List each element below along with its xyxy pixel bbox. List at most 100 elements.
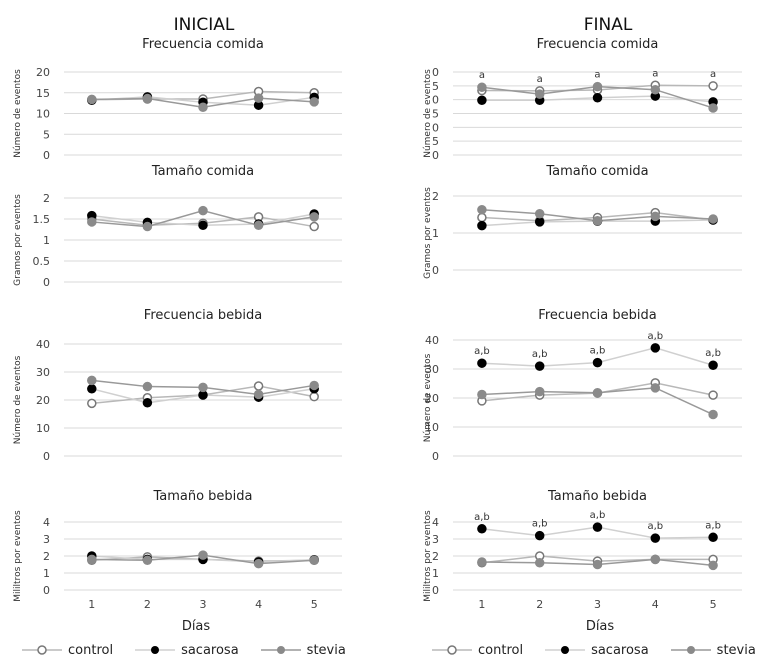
y-axis-label: Número de eventos: [423, 353, 433, 442]
x-tick-label: 1: [88, 598, 95, 611]
chart-title: Tamaño bebida: [547, 489, 647, 504]
data-point-sacarosa: [592, 357, 603, 368]
significance-label: a,b: [705, 520, 721, 531]
y-tick-label: 0: [43, 450, 50, 463]
y-tick-label: 1.5: [33, 213, 51, 226]
y-tick-label: 20: [36, 66, 50, 79]
data-point-sacarosa: [592, 522, 603, 532]
data-point-stevia: [198, 102, 208, 113]
column-title: INICIAL: [174, 15, 235, 35]
y-tick-label: 2: [432, 550, 439, 563]
data-point-stevia: [309, 380, 319, 391]
data-point-stevia: [477, 204, 487, 215]
y-tick-label: 5: [432, 108, 439, 121]
y-tick-label: 0.5: [33, 255, 51, 268]
y-tick-label: 0: [43, 149, 50, 162]
data-point-stevia: [309, 555, 319, 565]
data-point-sacarosa: [87, 384, 97, 394]
data-point-control: [253, 381, 264, 391]
data-point-stevia: [309, 97, 319, 107]
y-axis-label: Número de eventos: [13, 355, 23, 444]
x-axis-label: Días: [182, 619, 211, 634]
legend-item-stevia: stevia: [670, 642, 756, 658]
data-point-sacarosa: [534, 217, 545, 227]
data-point-stevia: [650, 211, 661, 222]
y-tick-label: 10: [36, 422, 50, 435]
data-point-stevia: [650, 554, 661, 565]
legend-label: sacarosa: [591, 642, 649, 658]
y-tick-label: 2: [43, 550, 50, 563]
data-point-sacarosa: [708, 532, 718, 543]
data-point-stevia: [650, 383, 661, 393]
sacarosa-marker-icon: [545, 646, 586, 654]
y-tick-label: 3: [432, 533, 439, 546]
control-marker-icon: [432, 645, 472, 655]
data-point-sacarosa: [534, 530, 545, 541]
chart-title: Frecuencia bebida: [538, 308, 656, 323]
significance-label: a,b: [590, 346, 606, 357]
y-tick-label: 0: [432, 121, 439, 134]
y-tick-label: 1: [432, 567, 439, 580]
data-point-stevia: [592, 81, 603, 92]
data-point-control: [87, 398, 97, 409]
y-axis-label: Gramos por eventos: [423, 187, 433, 279]
data-point-sacarosa: [477, 95, 487, 105]
data-point-sacarosa: [477, 524, 487, 534]
data-point-control: [309, 221, 319, 232]
legend-item-sacarosa: sacarosa: [545, 643, 649, 658]
y-tick-label: 40: [425, 334, 439, 347]
x-tick-label: 5: [710, 598, 717, 611]
data-point-sacarosa: [198, 220, 208, 231]
legend-label: control: [478, 642, 524, 658]
data-point-stevia: [708, 409, 718, 420]
y-tick-label: 20: [36, 394, 50, 407]
significance-label: a,b: [474, 346, 490, 357]
y-axis-label: Número de eventos: [423, 69, 433, 158]
legend-label: stevia: [306, 642, 346, 658]
significance-label: a,b: [705, 348, 721, 359]
data-point-sacarosa: [142, 398, 153, 408]
data-point-stevia: [142, 221, 153, 232]
y-tick-label: 5: [43, 128, 50, 141]
data-point-control: [708, 81, 718, 91]
data-point-control: [477, 212, 487, 223]
y-tick-label: 0: [432, 450, 439, 463]
data-point-control: [708, 390, 718, 400]
legend-item-control: control: [432, 643, 523, 658]
y-tick-label: 30: [425, 363, 439, 376]
x-tick-label: 4: [652, 598, 659, 611]
y-tick-label: 1: [43, 234, 50, 247]
significance-label: a,b: [590, 510, 606, 521]
x-tick-label: 5: [311, 598, 318, 611]
data-point-stevia: [309, 212, 319, 222]
y-tick-label: 2: [43, 192, 50, 205]
significance-label: a: [537, 74, 543, 85]
stevia-marker-icon: [670, 646, 711, 654]
data-point-stevia: [708, 560, 718, 571]
data-point-stevia: [592, 216, 603, 226]
data-point-stevia: [253, 220, 264, 231]
x-tick-label: 3: [594, 598, 601, 611]
significance-label: a,b: [532, 349, 548, 360]
data-point-stevia: [477, 389, 487, 400]
data-point-stevia: [253, 93, 264, 103]
chart-title: Frecuencia comida: [537, 37, 659, 52]
y-tick-label: 0: [432, 264, 439, 277]
y-axis-label: Gramos por eventos: [13, 194, 23, 286]
y-tick-label: 5: [432, 135, 439, 148]
data-point-sacarosa: [708, 360, 718, 370]
data-point-stevia: [534, 386, 545, 397]
x-tick-label: 2: [144, 598, 151, 611]
data-point-stevia: [87, 554, 97, 565]
data-point-stevia: [534, 209, 545, 219]
y-tick-label: 10: [425, 421, 439, 434]
data-point-sacarosa: [534, 361, 545, 371]
significance-label: a,b: [532, 519, 548, 530]
data-point-stevia: [198, 205, 208, 216]
legend-label: control: [68, 642, 114, 658]
data-point-stevia: [87, 375, 97, 386]
legend-label: stevia: [716, 642, 756, 658]
y-tick-label: 0: [43, 584, 50, 597]
x-tick-label: 4: [255, 598, 262, 611]
